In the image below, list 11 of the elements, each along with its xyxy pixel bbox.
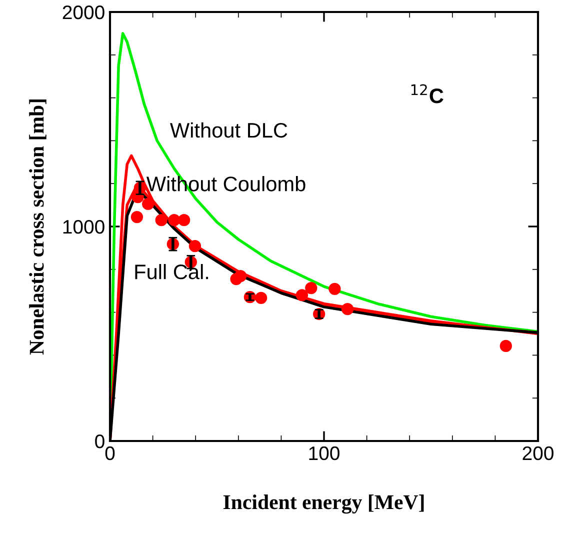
x-tick-label: 200 [522,446,554,460]
y-tick-label: 1000 [63,220,104,234]
annotation: $^{12}$C [411,84,444,104]
x-axis-title: Incident energy [MeV] [223,494,424,514]
x-tick-label: 100 [309,446,340,460]
y-tick-label: 2000 [62,5,104,20]
y-axis-title: Nonelastic cross section [mb] [29,99,46,355]
annotation: Without DLC [170,122,288,138]
x-tick-label: 0 [105,446,115,460]
y-tick-label: 0 [95,434,104,448]
annotation: Full Cal. [135,264,208,280]
